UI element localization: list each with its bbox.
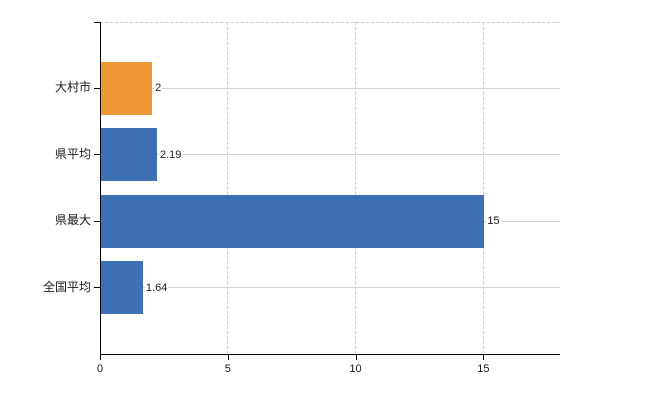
gridline-horizontal [100, 87, 560, 89]
gridline-vertical [355, 22, 357, 354]
category-tick [94, 220, 100, 222]
category-label: 県平均 [54, 146, 91, 161]
category-tick [94, 154, 100, 156]
x-tick-label: 5 [224, 363, 231, 375]
bar-value-label: 1.64 [144, 280, 169, 295]
y-axis-top-tick [94, 22, 100, 23]
x-axis-tick [483, 355, 485, 360]
category-label: 県最大 [54, 213, 91, 228]
y-axis-line [100, 22, 101, 360]
category-label: 大村市 [54, 80, 91, 95]
x-tick-label: 15 [477, 363, 490, 375]
gridline-vertical [227, 22, 229, 354]
bar [101, 61, 153, 115]
bar-value-label: 2.19 [158, 147, 183, 162]
x-tick-label: 10 [349, 363, 362, 375]
bar-value-label: 2 [154, 81, 163, 96]
gridline-vertical [482, 22, 484, 354]
gridline-horizontal [100, 154, 560, 156]
bar [101, 194, 485, 248]
category-tick [94, 287, 100, 289]
gridline-horizontal [100, 287, 560, 289]
bar-value-label: 15 [486, 214, 501, 229]
bar [101, 261, 143, 315]
category-label: 全国平均 [42, 279, 91, 294]
x-axis-tick [355, 355, 357, 360]
category-tick [94, 87, 100, 89]
x-axis-line [100, 354, 560, 355]
x-tick-label: 0 [96, 363, 104, 375]
x-axis-tick [227, 355, 229, 360]
x-axis-tick [100, 355, 101, 360]
bar [101, 128, 157, 182]
plot-top-border [100, 22, 560, 23]
